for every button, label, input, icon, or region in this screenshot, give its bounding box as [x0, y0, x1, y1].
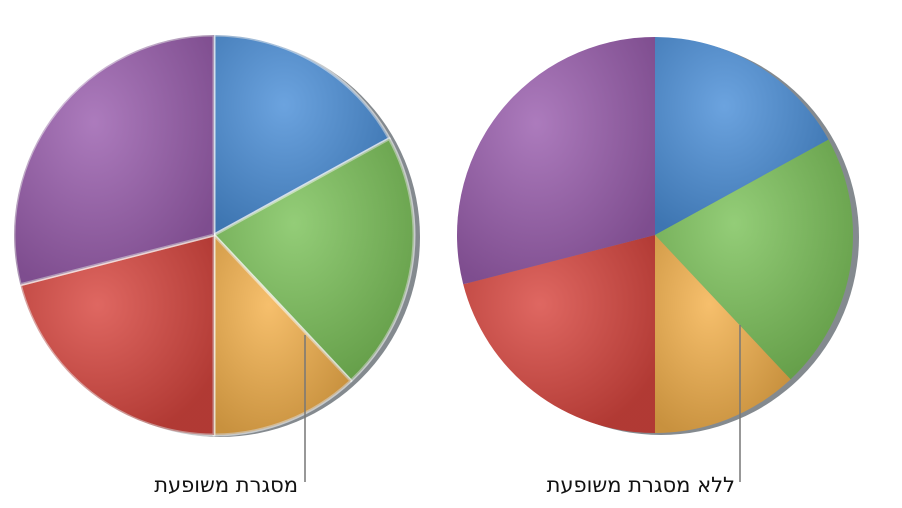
pie — [12, 33, 420, 437]
pie — [456, 37, 859, 435]
annotation: מסגרת משופעת — [154, 473, 298, 497]
annotation: ללא מסגרת משופעת — [547, 473, 735, 497]
